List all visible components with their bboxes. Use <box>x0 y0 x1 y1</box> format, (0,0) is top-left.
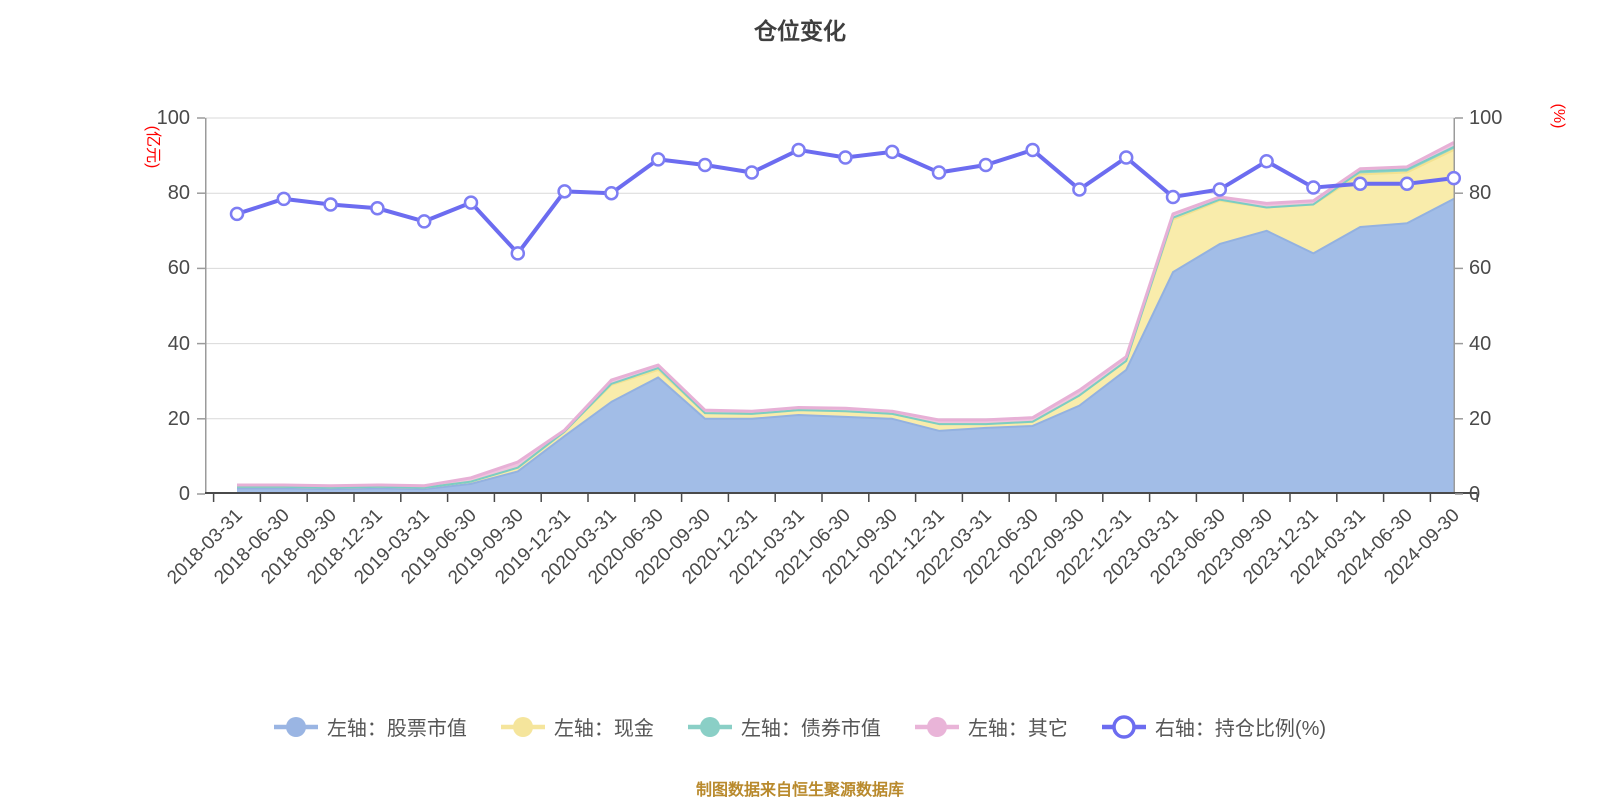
legend-item-bond[interactable]: 左轴：债券市值 <box>687 712 881 741</box>
ratio-marker-2021-09-30[interactable] <box>884 144 900 160</box>
legend-marker-other <box>914 716 959 737</box>
ratio-marker-2023-06-30[interactable] <box>1212 182 1228 197</box>
chart-title: 仓位变化 <box>754 18 846 44</box>
plot-area[interactable] <box>197 117 1478 502</box>
ratio-marker-2021-06-30[interactable] <box>838 150 853 165</box>
ratio-marker-2021-12-31[interactable] <box>931 165 947 180</box>
left-axis-tick-label-0: 0 <box>178 483 190 505</box>
ratio-marker-2018-12-31[interactable] <box>370 200 385 216</box>
ratio-marker-2023-03-31[interactable] <box>1165 189 1181 205</box>
right-axis-tick-label-60: 60 <box>1469 257 1492 280</box>
legend-marker-cash <box>500 716 545 737</box>
legend-label-ratio: 右轴：持仓比例(%) <box>1154 718 1327 740</box>
legend-item-ratio[interactable]: 右轴：持仓比例(%) <box>1101 712 1327 741</box>
data-source-note: 制图数据来自恒生聚源数据库 <box>695 782 904 799</box>
area-edge-other <box>237 141 1455 488</box>
right-axis-tick-label-80: 80 <box>1469 182 1492 205</box>
ratio-marker-2023-12-31[interactable] <box>1306 180 1321 195</box>
ratio-marker-2021-03-31[interactable] <box>791 142 806 158</box>
ratio-marker-2022-06-30[interactable] <box>1025 142 1040 158</box>
left-axis-unit-label: (亿元) <box>144 125 161 169</box>
legend-label-bond: 左轴：债券市值 <box>740 718 881 740</box>
right-axis-tick-label-20: 20 <box>1469 407 1492 430</box>
legend-label-cash: 左轴：现金 <box>553 718 654 740</box>
legend-item-stock[interactable]: 左轴：股票市值 <box>273 712 467 741</box>
legend-marker-stock <box>273 716 318 737</box>
legend-item-cash[interactable]: 左轴：现金 <box>500 712 654 741</box>
left-axis-tick-label-40: 40 <box>167 332 190 355</box>
ratio-marker-2022-09-30[interactable] <box>1072 182 1087 197</box>
right-axis-tick-label-40: 40 <box>1469 332 1492 355</box>
legend-item-other[interactable]: 左轴：其它 <box>914 712 1068 741</box>
ratio-marker-2018-06-30[interactable] <box>276 191 292 207</box>
legend: 左轴：股票市值 左轴：现金 左轴：债券市值 左轴：其它 右轴：持仓比例(%) <box>0 712 1600 741</box>
right-axis-tick-label-0: 0 <box>1469 483 1539 505</box>
legend-marker-ratio <box>1101 714 1146 739</box>
ratio-marker-2022-03-31[interactable] <box>978 157 994 173</box>
ratio-marker-2019-06-30[interactable] <box>463 195 479 210</box>
area-stock[interactable] <box>237 198 1454 494</box>
left-axis-tick-label-80: 80 <box>167 182 190 205</box>
left-axis-tick-label-60: 60 <box>167 257 190 280</box>
right-axis-unit-label: (%) <box>1550 103 1567 129</box>
area-edge-bond <box>237 146 1455 489</box>
ratio-marker-2023-09-30[interactable] <box>1259 153 1274 169</box>
ratio-marker-2020-03-31[interactable] <box>604 185 619 201</box>
legend-label-stock: 左轴：股票市值 <box>326 718 467 740</box>
ratio-marker-2024-09-30[interactable] <box>1446 170 1462 186</box>
ratio-marker-2018-09-30[interactable] <box>323 197 338 212</box>
ratio-marker-2019-03-31[interactable] <box>416 214 432 229</box>
ratio-marker-2019-09-30[interactable] <box>510 246 526 261</box>
right-axis-tick-label-100: 100 <box>1469 107 1503 129</box>
ratio-marker-2024-03-31[interactable] <box>1352 176 1368 192</box>
legend-marker-bond <box>687 716 732 737</box>
ratio-marker-2024-06-30[interactable] <box>1399 176 1415 192</box>
left-axis-tick-label-20: 20 <box>167 407 190 430</box>
ratio-marker-2020-09-30[interactable] <box>697 157 713 173</box>
left-axis-tick-label-100: 100 <box>156 107 190 129</box>
ratio-marker-2022-12-31[interactable] <box>1118 150 1134 165</box>
ratio-marker-2020-12-31[interactable] <box>744 165 760 180</box>
legend-label-other: 左轴：其它 <box>967 718 1068 740</box>
ratio-marker-2019-12-31[interactable] <box>557 184 572 199</box>
ratio-marker-2018-03-31[interactable] <box>229 206 245 222</box>
ratio-marker-2020-06-30[interactable] <box>650 152 666 167</box>
area-edge-stock <box>237 197 1455 491</box>
